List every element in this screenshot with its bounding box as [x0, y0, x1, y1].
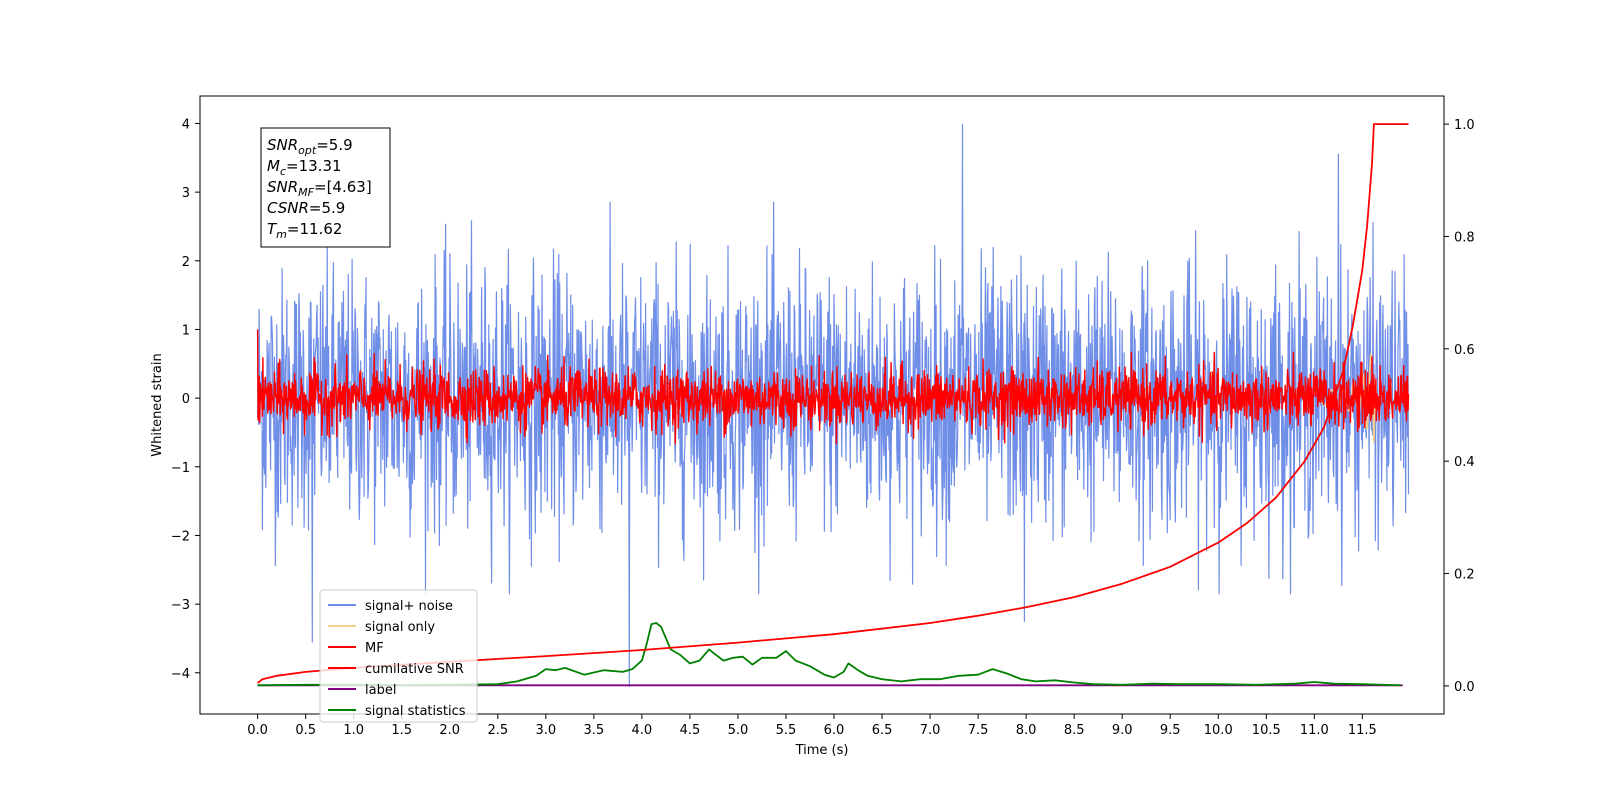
- annotation-base: CSNR: [267, 199, 309, 217]
- x-tick-label: 3.0: [535, 723, 556, 738]
- y-tick-label: 1: [182, 323, 190, 338]
- legend-label: signal+ noise: [365, 599, 453, 614]
- series-mf: [256, 329, 1410, 445]
- x-tick-label: 0.5: [295, 723, 316, 738]
- x-tick-label: 5.0: [728, 723, 749, 738]
- annotation-base: M: [267, 157, 280, 175]
- x-tick-label: 8.0: [1016, 723, 1037, 738]
- annotation-line: SNRMF=[4.63]: [267, 178, 372, 199]
- plot-frame: [199, 95, 1445, 715]
- annotation-value: =5.9: [316, 136, 352, 154]
- x-tick-label: 10.0: [1204, 723, 1233, 738]
- annotation-value: =13.31: [286, 157, 342, 175]
- x-tick-label: 6.0: [824, 723, 845, 738]
- y2-tick-label: 0.8: [1454, 230, 1475, 245]
- y-tick-label: 3: [182, 186, 190, 201]
- y-axis-left: −4 −3 −2 −1 0 1 2 3 4: [171, 117, 200, 682]
- annotation-box: SNRopt=5.9Mc=13.31SNRMF=[4.63]CSNR=5.9Tm…: [260, 127, 391, 248]
- y2-tick-label: 0.0: [1454, 680, 1475, 695]
- annotation-value: =[4.63]: [314, 178, 372, 196]
- x-tick-label: 10.5: [1252, 723, 1281, 738]
- annotation-subscript: MF: [298, 186, 314, 199]
- x-tick-label: 5.5: [776, 723, 797, 738]
- annotation-line: Mc=13.31: [267, 157, 342, 178]
- annotation-line: SNRopt=5.9: [267, 136, 353, 157]
- x-tick-label: 6.5: [872, 723, 893, 738]
- annotation-subscript: opt: [298, 144, 317, 157]
- y2-tick-label: 0.4: [1454, 455, 1475, 470]
- x-tick-label: 4.0: [632, 723, 653, 738]
- x-tick-label: 9.5: [1160, 723, 1181, 738]
- x-tick-label: 4.5: [680, 723, 701, 738]
- x-tick-label: 11.0: [1300, 723, 1329, 738]
- series-signal-statistics: [257, 622, 1401, 687]
- y-axis-right: 0.0 0.2 0.4 0.6 0.8 1.0: [1444, 118, 1475, 695]
- x-tick-label: 7.0: [920, 723, 941, 738]
- x-tick-label: 11.5: [1348, 723, 1377, 738]
- y-tick-label: 0: [182, 392, 190, 407]
- x-tick-label: 2.5: [487, 723, 508, 738]
- y-tick-label: 2: [182, 255, 190, 270]
- y2-tick-label: 0.6: [1454, 343, 1475, 358]
- y-tick-label: −3: [171, 598, 190, 613]
- annotation-line: Tm=11.62: [267, 220, 342, 241]
- y2-tick-label: 1.0: [1454, 118, 1475, 133]
- y-axis-label: Whitened strain: [150, 353, 165, 456]
- annotation-subscript: m: [276, 228, 287, 241]
- annotation-base: SNR: [267, 178, 298, 196]
- x-axis: 0.0 0.5 1.0 1.5 2.0 2.5 3.0 3.5 4.0 4.5 5.0 5.5 6.0 6…: [247, 714, 1377, 738]
- legend-label: MF: [365, 641, 384, 656]
- legend-label: label: [365, 683, 396, 698]
- x-tick-label: 7.5: [968, 723, 989, 738]
- legend-label: signal statistics: [365, 704, 466, 719]
- x-tick-label: 9.0: [1112, 723, 1133, 738]
- legend-label: signal only: [365, 620, 435, 635]
- annotation-base: T: [267, 220, 278, 238]
- x-tick-label: 3.5: [584, 723, 605, 738]
- legend-frame: [319, 589, 478, 723]
- x-tick-label: 1.5: [391, 723, 412, 738]
- x-tick-label: 1.0: [343, 723, 364, 738]
- x-tick-label: 0.0: [247, 723, 268, 738]
- y-tick-label: 4: [182, 117, 190, 132]
- legend: signal+ noise signal only MF cumilative SNR…: [319, 589, 478, 723]
- y2-tick-label: 0.2: [1454, 568, 1475, 583]
- x-axis-label: Time (s): [795, 743, 849, 758]
- annotation-subscript: c: [280, 165, 286, 178]
- y-tick-label: −1: [171, 461, 190, 476]
- y-tick-label: −4: [171, 667, 190, 682]
- y-tick-label: −2: [171, 529, 190, 544]
- annotation-value: =5.9: [309, 199, 345, 217]
- x-tick-label: 2.0: [439, 723, 460, 738]
- annotation-frame: [260, 127, 391, 248]
- annotation-value: =11.62: [287, 220, 343, 238]
- x-tick-label: 8.5: [1064, 723, 1085, 738]
- annotation-line: CSNR=5.9: [267, 199, 345, 217]
- legend-label: cumilative SNR: [365, 662, 464, 677]
- annotation-base: SNR: [267, 136, 298, 154]
